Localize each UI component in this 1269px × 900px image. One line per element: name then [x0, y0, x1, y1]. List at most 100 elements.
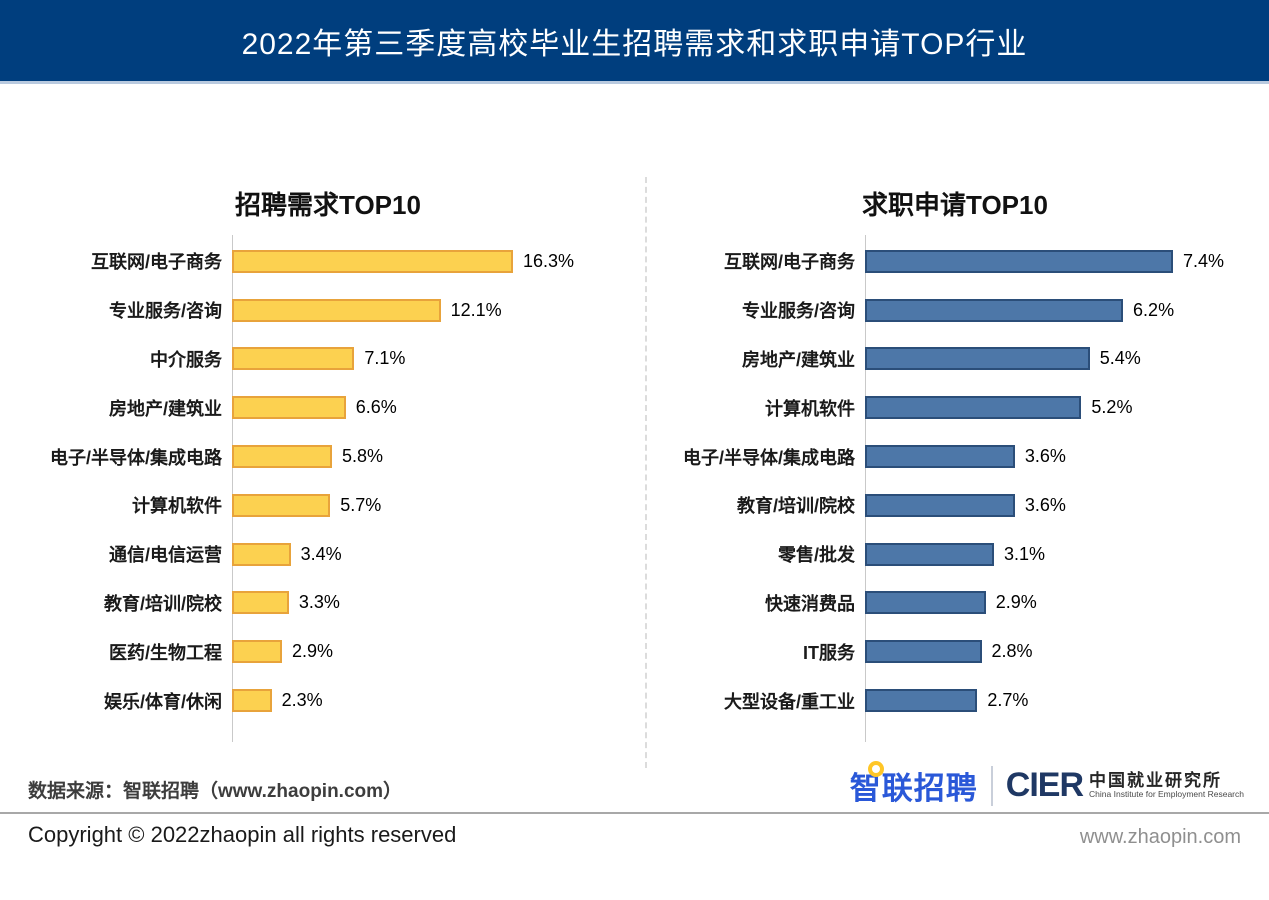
bar — [232, 591, 289, 615]
bar — [865, 640, 982, 664]
value-label: 3.4% — [300, 543, 342, 564]
bar-row: 零售/批发 3.1% — [655, 530, 1255, 579]
bar-row: 专业服务/咨询 12.1% — [28, 286, 628, 335]
value-label: 3.1% — [1004, 543, 1046, 564]
bar — [865, 493, 1015, 517]
category-label: 电子/半导体/集成电路 — [49, 447, 222, 468]
bar-zone: 2.7% — [865, 689, 1255, 713]
bar-zone: 5.7% — [232, 493, 628, 517]
bar-zone: 3.6% — [865, 493, 1255, 517]
cier-acronym: CIER — [1005, 766, 1084, 804]
category-label: 大型设备/重工业 — [723, 691, 855, 712]
bar-zone: 2.9% — [865, 591, 1255, 615]
copyright-text: Copyright © 2022zhaopin all rights reser… — [28, 822, 457, 847]
bar-row: 娱乐/体育/休闲 2.3% — [28, 676, 628, 725]
value-label: 5.7% — [340, 494, 382, 515]
bar-zone: 6.6% — [232, 396, 628, 420]
bar — [232, 347, 355, 371]
bar-row: 电子/半导体/集成电路 5.8% — [28, 432, 628, 481]
bar-zone: 3.1% — [865, 542, 1255, 566]
bar-row: 专业服务/咨询 6.2% — [655, 286, 1255, 335]
bar-zone: 5.4% — [865, 347, 1255, 371]
bar — [232, 298, 441, 322]
bar-zone: 2.8% — [865, 640, 1255, 664]
bar — [232, 640, 282, 664]
value-label: 7.4% — [1183, 250, 1225, 271]
value-label: 2.9% — [291, 641, 334, 662]
bar-row: 房地产/建筑业 5.4% — [655, 335, 1255, 384]
value-label: 7.1% — [364, 348, 406, 369]
bar — [865, 689, 978, 713]
bar-zone: 2.9% — [232, 640, 628, 664]
bar — [865, 249, 1173, 273]
value-label: 2.7% — [987, 690, 1029, 711]
cier-chinese-name: 中国就业研究所 — [1089, 771, 1223, 791]
y-axis-line — [865, 235, 866, 742]
bar-rows: 互联网/电子商务 7.4% 专业服务/咨询 6.2% 房地产/建筑业 5.4% 计算机软件 5… — [655, 237, 1255, 725]
data-source-text: 数据来源：智联招聘（www.zhaopin.com） — [28, 781, 403, 802]
bar-zone: 7.4% — [865, 249, 1255, 273]
bar — [232, 689, 272, 713]
logo-row: 智联招聘 CIER 中国就业研究所 China Institute for Em… — [849, 761, 1244, 808]
bar-zone: 16.3% — [232, 249, 628, 273]
bar — [865, 542, 995, 566]
value-label: 6.2% — [1133, 299, 1175, 320]
category-label: 通信/电信运营 — [108, 545, 222, 566]
category-label: 互联网/电子商务 — [723, 252, 855, 273]
bar — [232, 493, 331, 517]
cier-names: 中国就业研究所 China Institute for Employment R… — [1089, 772, 1244, 799]
category-label: 教育/培训/院校 — [103, 593, 222, 614]
bar-row: 中介服务 7.1% — [28, 335, 628, 384]
category-label: 娱乐/体育/休闲 — [103, 691, 222, 712]
bar — [865, 298, 1124, 322]
value-label: 12.1% — [450, 299, 502, 320]
bar-zone: 7.1% — [232, 347, 628, 371]
category-label: 中介服务 — [150, 349, 222, 370]
bar — [865, 347, 1090, 371]
category-label: 教育/培训/院校 — [736, 496, 855, 517]
chart-title-left: 招聘需求TOP10 — [235, 190, 421, 220]
value-label: 2.3% — [281, 690, 323, 711]
zhaopin-logo-yellow-ring-icon — [867, 761, 884, 777]
category-label: 专业服务/咨询 — [108, 301, 222, 322]
bar-zone: 3.3% — [232, 591, 628, 615]
logo-separator — [990, 765, 993, 806]
category-label: 电子/半导体/集成电路 — [682, 447, 855, 468]
zhaopin-logo-text: 智联招聘 — [849, 771, 978, 806]
category-label: 专业服务/咨询 — [741, 301, 855, 322]
chart-recruitment-demand: 招聘需求TOP10 互联网/电子商务 16.3% 专业服务/咨询 12.1% 中介服务 7… — [28, 183, 628, 761]
bar-row: IT服务 2.8% — [655, 627, 1255, 676]
value-label: 5.2% — [1091, 397, 1133, 418]
category-label: 快速消费品 — [765, 593, 855, 614]
bar-row: 医药/生物工程 2.9% — [28, 627, 628, 676]
bar-row: 大型设备/重工业 2.7% — [655, 676, 1255, 725]
website-text: www.zhaopin.com — [1079, 826, 1241, 848]
bar-row: 电子/半导体/集成电路 3.6% — [655, 432, 1255, 481]
value-label: 5.8% — [341, 446, 384, 467]
value-label: 3.6% — [1024, 494, 1066, 515]
bar-zone: 3.6% — [865, 445, 1255, 469]
charts-divider — [645, 177, 647, 768]
title-banner: 2022年第三季度高校毕业生招聘需求和求职申请TOP行业 — [0, 0, 1269, 84]
bar-zone: 3.4% — [232, 542, 628, 566]
bar — [232, 396, 346, 420]
bar-row: 快速消费品 2.9% — [655, 579, 1255, 628]
category-label: 医药/生物工程 — [108, 642, 222, 663]
bar-zone: 12.1% — [232, 298, 628, 322]
value-label: 2.8% — [991, 641, 1033, 662]
value-label: 6.6% — [355, 397, 397, 418]
cier-logo: CIER 中国就业研究所 China Institute for Employm… — [1006, 766, 1244, 805]
bar-zone: 6.2% — [865, 298, 1255, 322]
bar-zone: 2.3% — [232, 689, 628, 713]
value-label: 5.4% — [1099, 348, 1141, 369]
bar-row: 互联网/电子商务 16.3% — [28, 237, 628, 286]
bar-rows: 互联网/电子商务 16.3% 专业服务/咨询 12.1% 中介服务 7.1% 房地产/建筑业… — [28, 237, 628, 725]
zhaopin-logo: 智联招聘 — [849, 761, 978, 808]
bar-row: 教育/培训/院校 3.3% — [28, 579, 628, 628]
category-label: 零售/批发 — [777, 545, 855, 566]
chart-job-applications: 求职申请TOP10 互联网/电子商务 7.4% 专业服务/咨询 6.2% 房地产/建筑业… — [655, 183, 1255, 761]
bar — [865, 591, 986, 615]
bar-row: 互联网/电子商务 7.4% — [655, 237, 1255, 286]
bar-row: 教育/培训/院校 3.6% — [655, 481, 1255, 530]
bar-row: 计算机软件 5.2% — [655, 383, 1255, 432]
